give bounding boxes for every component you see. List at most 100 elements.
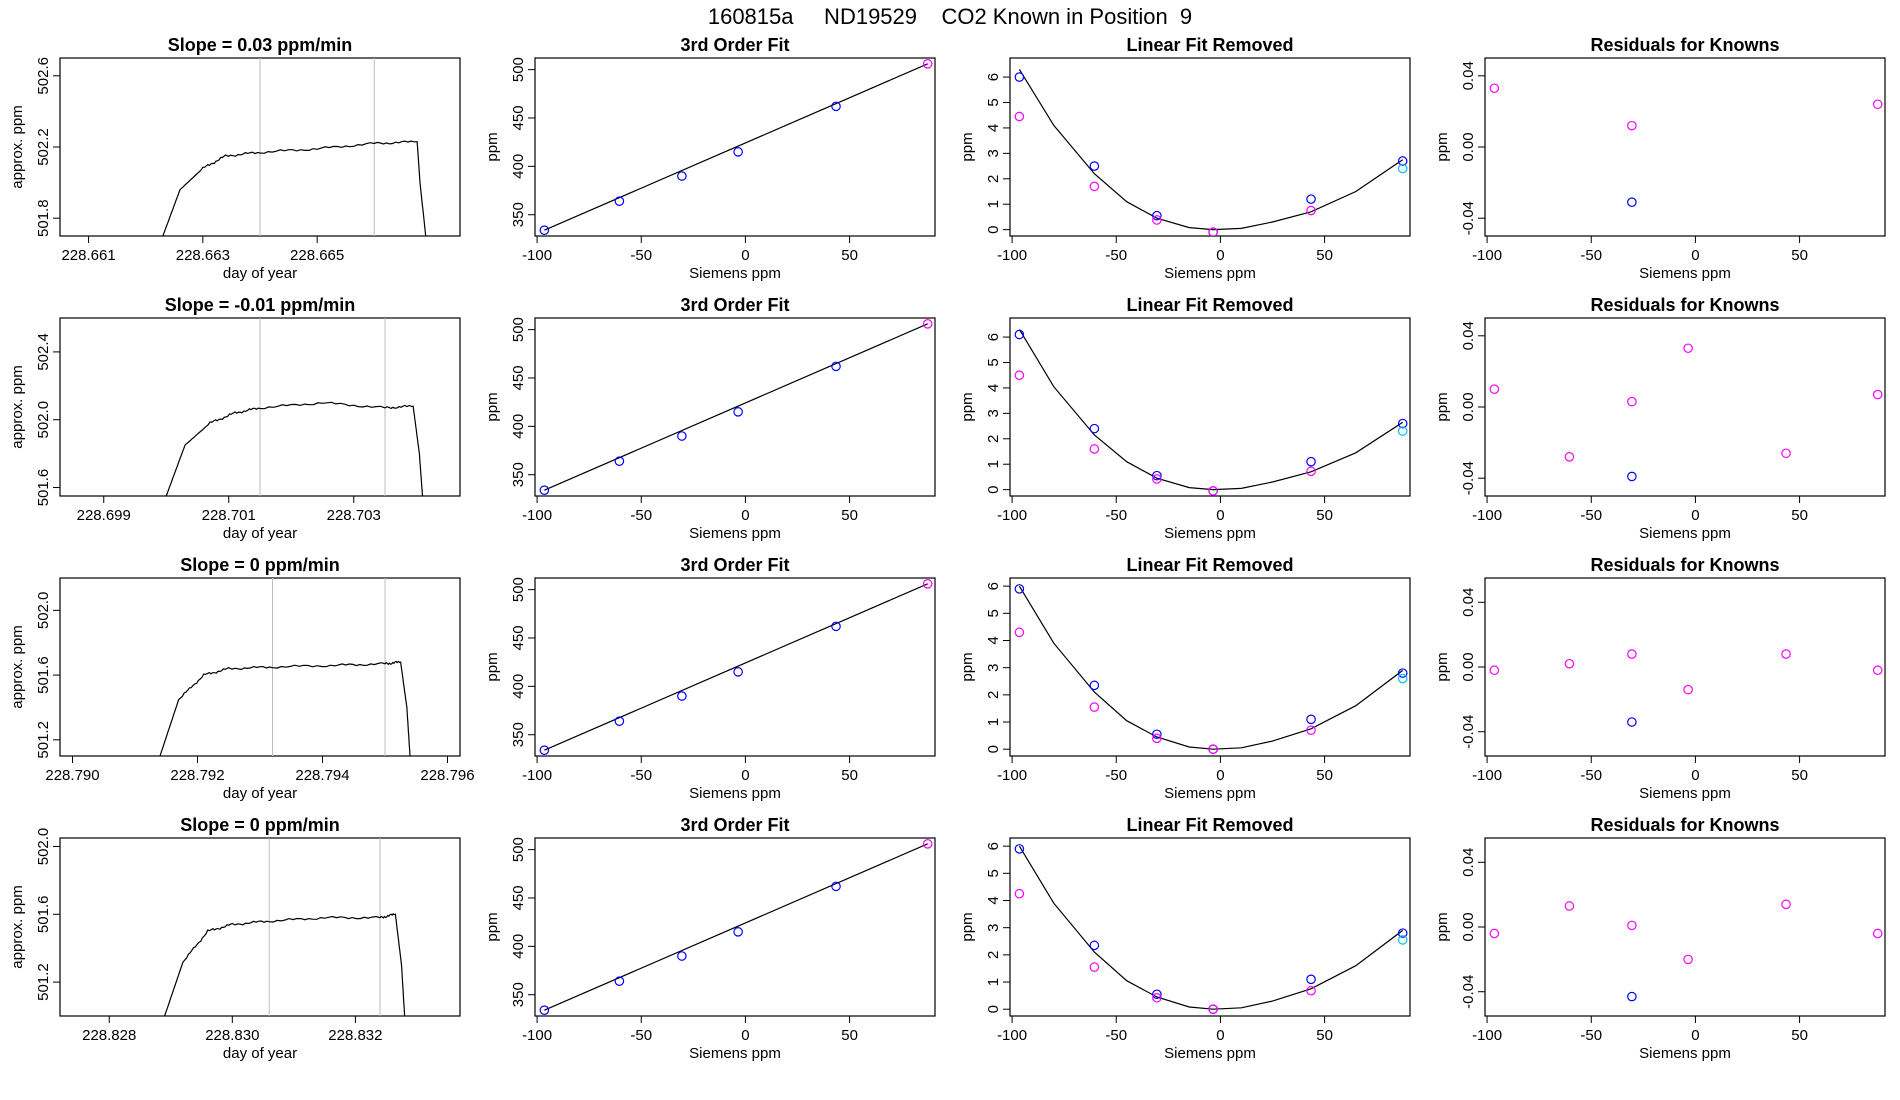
chart-panel: Slope = 0.03 ppm/min 228.661 228.663 228.66… — [9, 35, 461, 282]
y-tick-label: 3 — [985, 409, 1002, 417]
x-tick-label: -50 — [630, 507, 652, 524]
chart-panel: Residuals for Knowns -100 -50 0 50 -0.04 0.00 0… — [1434, 555, 1886, 802]
x-tick-label: -100 — [997, 247, 1027, 264]
x-axis-label: Siemens ppm — [1164, 785, 1256, 802]
data-point — [677, 431, 687, 441]
data-point — [614, 456, 625, 466]
y-tick-label: -0.04 — [1460, 975, 1477, 1009]
x-tick-label: 0 — [1216, 1027, 1224, 1044]
y-tick-label: 2 — [985, 175, 1002, 183]
x-tick-label: -50 — [1105, 767, 1127, 784]
chart-title: Linear Fit Removed — [1126, 35, 1293, 55]
data-point — [677, 171, 687, 181]
x-tick-label: 228.790 — [45, 767, 99, 784]
x-axis-label: day of year — [223, 265, 297, 282]
y-axis-label: approx. ppm — [9, 885, 26, 968]
chart-title: Slope = 0 ppm/min — [180, 555, 340, 575]
data-point — [1627, 120, 1637, 131]
x-tick-label: -100 — [997, 507, 1027, 524]
data-point — [1208, 227, 1218, 236]
data-point — [1014, 72, 1025, 82]
y-tick-label: 5 — [985, 869, 1002, 877]
data-point — [1627, 197, 1637, 207]
data-point — [1089, 940, 1100, 951]
y-tick-label: 1 — [985, 978, 1002, 986]
x-tick-label: 0 — [1691, 1027, 1699, 1044]
data-point — [1683, 343, 1693, 354]
plot-frame — [1009, 317, 1411, 497]
data-point — [922, 839, 933, 849]
x-tick-label: 228.665 — [290, 247, 344, 264]
x-axis-label: Siemens ppm — [1639, 525, 1731, 542]
y-tick-label: 5 — [985, 358, 1002, 366]
fit-curve — [1018, 69, 1404, 231]
x-tick-label: 0 — [741, 1027, 749, 1044]
y-tick-label: 501.6 — [35, 656, 52, 694]
chart-title: 3rd Order Fit — [680, 815, 789, 835]
y-tick-label: 501.8 — [35, 199, 52, 237]
y-axis-label: ppm — [959, 392, 976, 421]
data-point — [677, 691, 687, 701]
data-point — [1152, 729, 1162, 740]
y-tick-label: 350 — [510, 202, 527, 227]
y-tick-label: -0.04 — [1460, 201, 1477, 235]
x-tick-label: 0 — [1216, 247, 1224, 264]
x-tick-label: -100 — [1472, 1027, 1502, 1044]
chart-panel: 3rd Order Fit -100 -50 0 50 350 400 450 500 Sieme… — [484, 295, 936, 542]
y-tick-label: 4 — [985, 896, 1002, 904]
x-tick-label: 50 — [841, 767, 858, 784]
x-tick-label: 50 — [841, 247, 858, 264]
x-axis-label: day of year — [223, 525, 297, 542]
plot-area — [165, 318, 424, 496]
x-tick-label: 228.663 — [176, 247, 230, 264]
chart-panel: Slope = 0 ppm/min 228.828 228.830 228.832 50… — [9, 815, 461, 1062]
y-tick-label: 501.2 — [35, 721, 52, 759]
data-point — [1627, 396, 1637, 407]
x-tick-label: 50 — [1316, 1027, 1333, 1044]
y-tick-label: 500 — [510, 577, 527, 602]
data-point — [614, 976, 625, 986]
y-tick-label: 502.2 — [35, 128, 52, 166]
data-point — [1489, 928, 1500, 939]
y-tick-label: 0.04 — [1460, 588, 1477, 617]
y-axis-label: ppm — [959, 652, 976, 681]
x-tick-label: 228.792 — [170, 767, 224, 784]
data-point — [733, 667, 743, 677]
y-tick-label: 4 — [985, 384, 1002, 392]
y-tick-label: 400 — [510, 934, 527, 959]
plot-frame — [1484, 57, 1886, 237]
chart-title: Linear Fit Removed — [1126, 295, 1293, 315]
data-point — [1872, 928, 1883, 939]
y-tick-label: 502.6 — [35, 57, 52, 95]
data-point — [831, 881, 841, 892]
chart-title: Residuals for Knowns — [1590, 295, 1779, 315]
y-tick-label: 4 — [985, 636, 1002, 644]
x-axis-label: day of year — [223, 785, 297, 802]
y-tick-label: 6 — [985, 842, 1002, 850]
x-tick-label: 0 — [741, 247, 749, 264]
chart-title: Residuals for Knowns — [1590, 555, 1779, 575]
data-point — [1208, 486, 1218, 496]
data-point — [539, 485, 550, 495]
x-tick-label: 0 — [1216, 507, 1224, 524]
data-point — [1397, 426, 1408, 436]
data-point — [1397, 668, 1408, 678]
y-tick-label: 0.04 — [1460, 848, 1477, 877]
chart-panel: Residuals for Knowns -100 -50 0 50 -0.04 0.00 0… — [1434, 815, 1886, 1062]
data-point — [1627, 920, 1637, 931]
plot-frame — [534, 317, 936, 497]
plot-area — [539, 839, 933, 1015]
y-tick-label: 0.00 — [1460, 392, 1477, 421]
data-point — [1152, 470, 1162, 481]
y-tick-label: 3 — [985, 149, 1002, 157]
y-tick-label: 2 — [985, 691, 1002, 699]
y-tick-label: 502.0 — [35, 828, 52, 866]
data-point — [1872, 99, 1883, 110]
chart-panel: 3rd Order Fit -100 -50 0 50 350 400 450 500 Sieme… — [484, 555, 936, 802]
data-point — [1089, 181, 1100, 192]
data-point — [1014, 370, 1025, 381]
fit-curve — [1018, 329, 1404, 491]
chart-panel: 3rd Order Fit -100 -50 0 50 350 400 450 500 Sieme… — [484, 35, 936, 282]
data-point — [539, 745, 550, 755]
x-tick-label: -50 — [1105, 507, 1127, 524]
